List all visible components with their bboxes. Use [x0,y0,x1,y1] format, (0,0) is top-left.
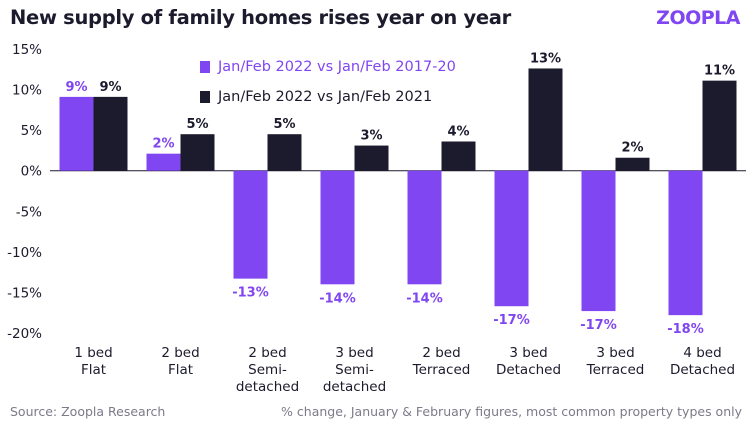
x-category-label-line: 3 bed [509,345,547,361]
bar-series-1 [407,170,442,285]
x-category-label: 2 bed Terraced [412,345,471,378]
source-note: Source: Zoopla Research [10,404,166,419]
chart-title: New supply of family homes rises year on… [10,6,511,29]
data-label-series-1: 2% [152,137,174,152]
x-category-label-line: Semi- [248,362,287,378]
x-category-label: 3 bed Semi-detached [323,345,386,395]
y-tick-label: 15% [12,42,42,58]
bar-series-2 [702,80,737,171]
figure-note: % change, January & February figures, mo… [281,404,742,419]
x-category-label-line: 4 bed [683,345,721,361]
legend-item-series-1: Jan/Feb 2022 vs Jan/Feb 2017-20 [200,52,456,82]
x-category-label-line: Terraced [412,362,471,378]
data-label-series-2: 9% [99,80,121,95]
x-category-label-line: detached [323,379,386,395]
x-category-label-line: 3 bed [596,345,634,361]
zoopla-logo: ZOOPLA [656,7,740,29]
data-label-series-1: -14% [406,291,443,306]
x-category-label-line: Detached [496,362,561,378]
x-category-label: 1 bed Flat [74,345,112,378]
legend: Jan/Feb 2022 vs Jan/Feb 2017-20 Jan/Feb … [200,52,456,112]
x-category-label: 3 bed Detached [496,345,561,378]
data-label-series-2: 2% [621,141,643,156]
y-tick-label: -15% [7,285,42,301]
legend-swatch-series-2 [200,91,210,103]
legend-label-series-1: Jan/Feb 2022 vs Jan/Feb 2017-20 [218,59,456,75]
data-label-series-2: 5% [186,117,208,132]
x-category-label-line: 2 bed [422,345,460,361]
data-label-series-2: 13% [530,51,561,66]
y-tick-label: 5% [21,123,43,139]
data-label-series-2: 3% [360,129,382,144]
x-category-label: 2 bed Semi-detached [236,345,299,395]
bar-series-2 [528,68,563,171]
x-category-label-line: 2 bed [248,345,286,361]
legend-label-series-2: Jan/Feb 2022 vs Jan/Feb 2021 [218,89,433,105]
y-tick-label: 10% [12,83,42,99]
y-tick-label: 0% [21,164,43,180]
y-tick-label: -5% [16,204,42,220]
y-tick-label: -10% [7,245,42,261]
x-category-label-line: Flat [81,362,106,378]
bar-series-1 [233,170,268,279]
bar-series-1 [581,170,616,312]
legend-swatch-series-1 [200,61,210,73]
legend-item-series-2: Jan/Feb 2022 vs Jan/Feb 2021 [200,82,456,112]
bar-series-1 [146,153,181,171]
data-label-series-1: -17% [493,313,530,328]
x-category-label: 3 bed Terraced [586,345,645,378]
bar-series-2 [441,141,476,171]
data-label-series-1: -18% [667,322,704,337]
x-category-label-line: 2 bed [161,345,199,361]
data-label-series-2: 11% [704,64,735,79]
bar-series-1 [494,170,529,307]
x-category-label-line: Flat [168,362,193,378]
x-category-label: 4 bed Detached [670,345,735,378]
data-label-series-1: 9% [65,80,87,95]
y-tick-label: -20% [7,326,42,342]
data-label-series-1: -14% [319,291,356,306]
x-category-label-line: Detached [670,362,735,378]
data-label-series-1: -13% [232,286,269,301]
bar-series-2 [354,145,389,171]
x-category-label-line: detached [236,379,299,395]
data-label-series-2: 5% [273,117,295,132]
x-category-label-line: 3 bed [335,345,373,361]
bar-series-2 [93,96,128,171]
bar-series-1 [59,96,94,171]
x-category-label: 2 bed Flat [161,345,199,378]
x-category-label-line: 1 bed [74,345,112,361]
bar-series-2 [180,134,215,171]
bar-series-2 [267,134,302,171]
x-category-label-line: Terraced [586,362,645,378]
bar-series-2 [615,157,650,171]
x-category-label-line: Semi- [335,362,374,378]
data-label-series-1: -17% [580,318,617,333]
bar-series-1 [668,170,703,316]
bar-series-1 [320,170,355,285]
data-label-series-2: 4% [447,125,469,140]
